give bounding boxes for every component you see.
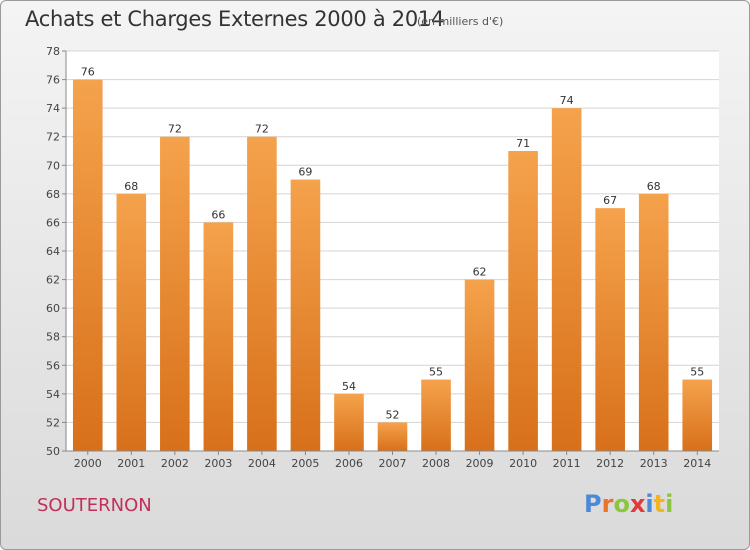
y-tick-label: 64 xyxy=(46,245,60,258)
y-tick-label: 50 xyxy=(46,445,60,458)
x-tick-label: 2007 xyxy=(379,457,407,470)
bar xyxy=(421,379,451,451)
data-label: 62 xyxy=(473,266,487,279)
y-tick-label: 60 xyxy=(46,302,60,315)
y-tick-label: 70 xyxy=(46,159,60,172)
logo-letter: i xyxy=(665,490,674,518)
y-tick-label: 78 xyxy=(46,45,60,58)
logo-letter: t xyxy=(653,490,666,518)
x-tick-label: 2010 xyxy=(509,457,537,470)
y-tick-label: 56 xyxy=(46,359,60,372)
y-tick-label: 68 xyxy=(46,188,60,201)
bar xyxy=(290,179,321,452)
x-tick-label: 2001 xyxy=(117,457,145,470)
x-tick-label: 2013 xyxy=(640,457,668,470)
x-tick-label: 2004 xyxy=(248,457,276,470)
bar xyxy=(464,279,495,451)
bar xyxy=(551,108,582,452)
bar xyxy=(247,136,277,451)
y-tick-label: 74 xyxy=(46,102,60,115)
y-tick-label: 66 xyxy=(46,216,60,229)
chart-title: Achats et Charges Externes 2000 à 2014 xyxy=(25,7,445,31)
bar xyxy=(116,193,147,451)
x-tick-label: 2011 xyxy=(553,457,581,470)
data-label: 72 xyxy=(255,123,269,136)
data-label: 54 xyxy=(342,380,356,393)
x-tick-label: 2012 xyxy=(596,457,624,470)
y-tick-label: 58 xyxy=(46,331,60,344)
data-label: 66 xyxy=(211,208,225,221)
logo-letter: r xyxy=(601,490,614,518)
x-tick-label: 2008 xyxy=(422,457,450,470)
logo-letter: i xyxy=(645,490,654,518)
x-tick-label: 2002 xyxy=(161,457,189,470)
location-name: SOUTERNON xyxy=(37,495,152,516)
bar xyxy=(508,151,538,451)
proxiti-logo: Proxiti xyxy=(584,490,673,518)
y-tick-label: 54 xyxy=(46,388,60,401)
logo-letter: P xyxy=(584,490,602,518)
data-label: 68 xyxy=(647,180,661,193)
y-tick-label: 76 xyxy=(46,74,60,87)
y-tick-label: 62 xyxy=(46,274,60,287)
data-label: 68 xyxy=(124,180,138,193)
data-label: 72 xyxy=(168,123,182,136)
bar xyxy=(160,136,190,451)
x-tick-label: 2005 xyxy=(291,457,319,470)
logo-letter: x xyxy=(629,490,646,518)
data-label: 55 xyxy=(429,366,443,379)
data-label: 67 xyxy=(603,194,617,207)
bar xyxy=(72,79,103,452)
bar xyxy=(377,422,408,451)
bar xyxy=(638,193,669,451)
x-tick-label: 2014 xyxy=(683,457,711,470)
x-tick-label: 2003 xyxy=(204,457,232,470)
y-tick-label: 52 xyxy=(46,416,60,429)
chart-subtitle: (en milliers d'€) xyxy=(417,15,504,28)
x-tick-label: 2000 xyxy=(74,457,102,470)
data-label: 55 xyxy=(690,366,704,379)
bar xyxy=(203,222,234,451)
data-label: 76 xyxy=(81,66,95,79)
bar xyxy=(595,208,625,451)
y-tick-label: 72 xyxy=(46,131,60,144)
x-tick-label: 2009 xyxy=(466,457,494,470)
data-label: 69 xyxy=(298,166,312,179)
logo-letter: o xyxy=(613,490,630,518)
data-label: 52 xyxy=(386,408,400,421)
bar xyxy=(334,393,364,451)
data-label: 74 xyxy=(560,94,574,107)
bar xyxy=(682,379,713,451)
x-tick-label: 2006 xyxy=(335,457,363,470)
data-label: 71 xyxy=(516,137,530,150)
